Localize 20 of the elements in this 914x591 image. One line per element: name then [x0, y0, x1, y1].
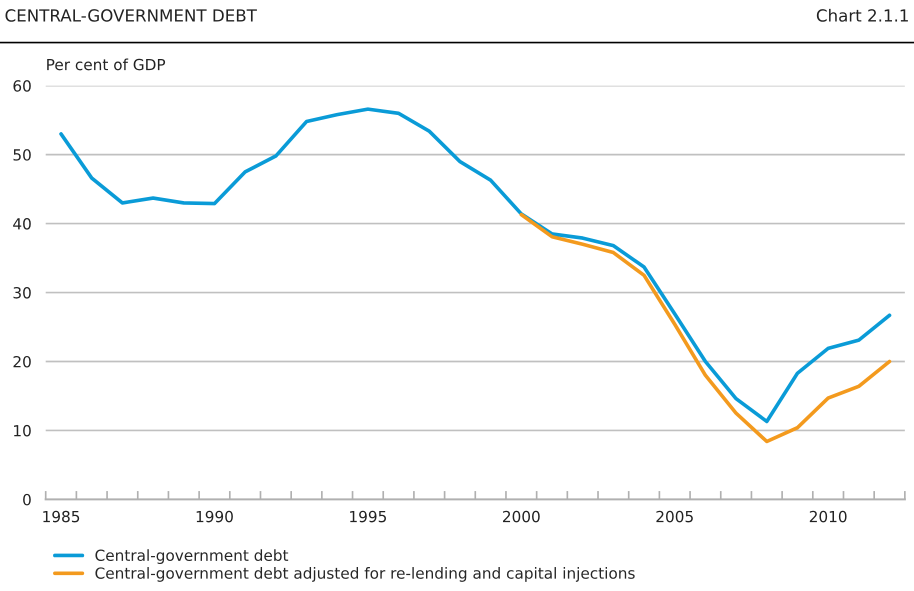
- line-series: [520, 212, 892, 444]
- x-tick-label: 2000: [502, 510, 540, 522]
- x-tick-label: 2010: [810, 510, 847, 522]
- line-series: [59, 107, 892, 424]
- y-tick-label: 20: [13, 356, 31, 368]
- x-tick-label: 1995: [350, 510, 386, 522]
- y-tick-label: 40: [13, 218, 31, 230]
- y-tick-label: 0: [23, 494, 31, 506]
- legend-label: Central-government debt adjusted for re-lending and capital injections: [95, 567, 635, 582]
- y-tick-label: 30: [14, 287, 31, 299]
- x-tick-label: 2005: [656, 510, 693, 522]
- y-tick-label: 10: [14, 424, 31, 436]
- y-tick-label: 60: [13, 80, 31, 92]
- chart-title: CENTRAL-GOVERNMENT DEBT: [6, 9, 257, 22]
- x-tick-label: 1985: [43, 510, 80, 522]
- caption: Chart 2.1.1: [816, 8, 908, 22]
- legend-label: Central-government debt: [95, 549, 288, 564]
- y-tick-label: 50: [14, 149, 31, 161]
- x-tick-label: 1990: [196, 510, 233, 522]
- y-axis-title: Per cent of GDP: [47, 58, 166, 70]
